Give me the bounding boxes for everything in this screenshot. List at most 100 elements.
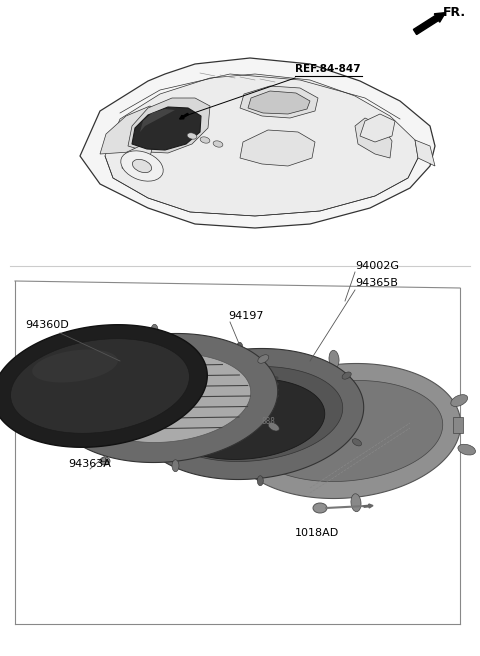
Polygon shape <box>52 333 278 462</box>
Polygon shape <box>136 348 364 480</box>
Ellipse shape <box>219 382 225 386</box>
Polygon shape <box>100 106 160 154</box>
FancyArrow shape <box>180 113 188 119</box>
Ellipse shape <box>202 394 206 398</box>
Ellipse shape <box>258 355 269 363</box>
Text: FR.: FR. <box>443 5 466 18</box>
Polygon shape <box>80 58 435 228</box>
Polygon shape <box>105 74 418 216</box>
Polygon shape <box>165 379 325 459</box>
Polygon shape <box>355 118 392 158</box>
Ellipse shape <box>451 395 468 407</box>
Polygon shape <box>228 428 238 445</box>
Ellipse shape <box>255 394 261 398</box>
Text: 1018AD: 1018AD <box>295 528 339 538</box>
Ellipse shape <box>202 376 206 380</box>
Ellipse shape <box>255 382 261 386</box>
Ellipse shape <box>228 382 233 386</box>
Ellipse shape <box>219 376 225 380</box>
Ellipse shape <box>247 376 252 380</box>
Ellipse shape <box>215 407 232 418</box>
Ellipse shape <box>132 159 152 173</box>
Polygon shape <box>240 130 315 166</box>
Ellipse shape <box>138 382 148 389</box>
Polygon shape <box>229 363 461 499</box>
Ellipse shape <box>192 382 197 386</box>
Ellipse shape <box>100 457 110 465</box>
Ellipse shape <box>329 350 339 368</box>
Ellipse shape <box>222 455 239 467</box>
Ellipse shape <box>237 342 243 352</box>
Polygon shape <box>0 325 207 447</box>
Polygon shape <box>140 109 175 132</box>
Ellipse shape <box>151 324 158 337</box>
Polygon shape <box>132 107 201 150</box>
Ellipse shape <box>255 388 261 392</box>
Text: 94365B: 94365B <box>355 278 398 288</box>
Ellipse shape <box>149 449 158 456</box>
Text: 94197: 94197 <box>228 311 264 321</box>
Ellipse shape <box>352 439 361 446</box>
Ellipse shape <box>192 388 197 392</box>
Ellipse shape <box>228 388 233 392</box>
Ellipse shape <box>61 433 72 441</box>
FancyArrow shape <box>413 12 445 35</box>
Ellipse shape <box>211 388 216 392</box>
Ellipse shape <box>238 394 242 398</box>
Polygon shape <box>11 338 189 433</box>
FancyArrow shape <box>364 504 373 508</box>
Ellipse shape <box>192 394 197 398</box>
Ellipse shape <box>255 376 261 380</box>
Polygon shape <box>32 350 118 382</box>
Ellipse shape <box>351 494 361 512</box>
Ellipse shape <box>228 394 233 398</box>
Text: 94360D: 94360D <box>25 320 69 330</box>
Ellipse shape <box>247 394 252 398</box>
Ellipse shape <box>247 382 252 386</box>
Text: 888: 888 <box>261 417 275 426</box>
Ellipse shape <box>202 382 206 386</box>
Text: 94002G: 94002G <box>355 261 399 271</box>
Ellipse shape <box>238 382 242 386</box>
Ellipse shape <box>211 376 216 380</box>
Ellipse shape <box>187 133 197 139</box>
Ellipse shape <box>200 137 210 143</box>
Ellipse shape <box>228 376 233 380</box>
Ellipse shape <box>247 388 252 392</box>
Ellipse shape <box>264 394 269 398</box>
Ellipse shape <box>313 503 327 513</box>
Ellipse shape <box>342 372 351 379</box>
Polygon shape <box>122 146 152 172</box>
Ellipse shape <box>219 394 225 398</box>
Ellipse shape <box>264 382 269 386</box>
Ellipse shape <box>121 151 163 181</box>
Ellipse shape <box>274 382 278 386</box>
Ellipse shape <box>274 394 278 398</box>
Ellipse shape <box>211 394 216 398</box>
Ellipse shape <box>51 365 62 373</box>
Ellipse shape <box>264 376 269 380</box>
Polygon shape <box>247 380 443 482</box>
Ellipse shape <box>238 388 242 392</box>
Polygon shape <box>248 91 310 114</box>
Polygon shape <box>453 417 463 434</box>
Polygon shape <box>79 354 251 442</box>
Polygon shape <box>360 114 395 142</box>
Ellipse shape <box>458 444 476 455</box>
Polygon shape <box>157 367 343 462</box>
Ellipse shape <box>213 141 223 147</box>
Ellipse shape <box>211 382 216 386</box>
Polygon shape <box>240 86 318 118</box>
Ellipse shape <box>268 422 279 431</box>
Ellipse shape <box>264 388 269 392</box>
Ellipse shape <box>202 388 206 392</box>
Text: REF.84-847: REF.84-847 <box>295 64 360 74</box>
Ellipse shape <box>219 388 225 392</box>
Polygon shape <box>415 140 435 166</box>
Ellipse shape <box>274 388 278 392</box>
Polygon shape <box>128 98 210 153</box>
Text: 94363A: 94363A <box>68 459 111 469</box>
Ellipse shape <box>172 460 179 472</box>
Ellipse shape <box>238 376 242 380</box>
Ellipse shape <box>274 376 278 380</box>
